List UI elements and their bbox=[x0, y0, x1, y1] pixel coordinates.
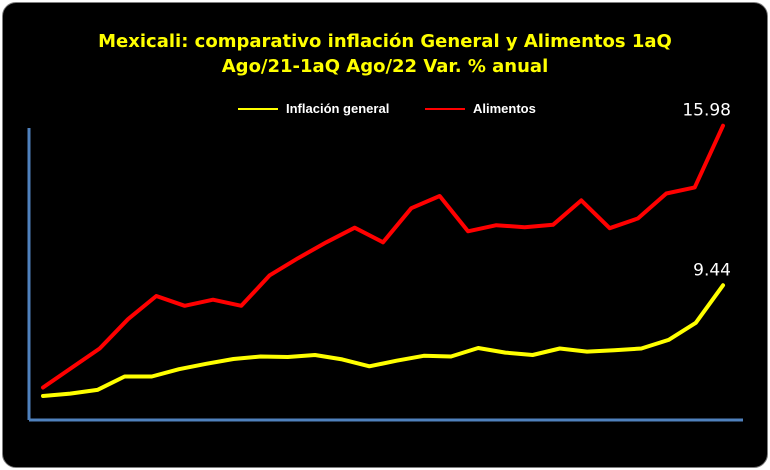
chart-legend: Inflación general Alimentos bbox=[3, 99, 767, 119]
legend-label-general: Inflación general bbox=[286, 101, 390, 116]
series-line-0 bbox=[41, 283, 725, 398]
legend-swatch-general bbox=[238, 108, 278, 110]
legend-label-alimentos: Alimentos bbox=[473, 101, 536, 116]
legend-swatch-alimentos bbox=[425, 108, 465, 110]
chart-title: Mexicali: comparativo inflación General … bbox=[98, 31, 672, 52]
series-line-1 bbox=[41, 123, 725, 390]
end-value-label-0: 9.44 bbox=[693, 260, 731, 280]
chart-subtitle: Ago/21-1aQ Ago/22 Var. % anual bbox=[221, 56, 549, 77]
end-value-label-1: 15.98 bbox=[682, 101, 731, 121]
plot-area: 9.44 15.98 bbox=[27, 101, 743, 422]
